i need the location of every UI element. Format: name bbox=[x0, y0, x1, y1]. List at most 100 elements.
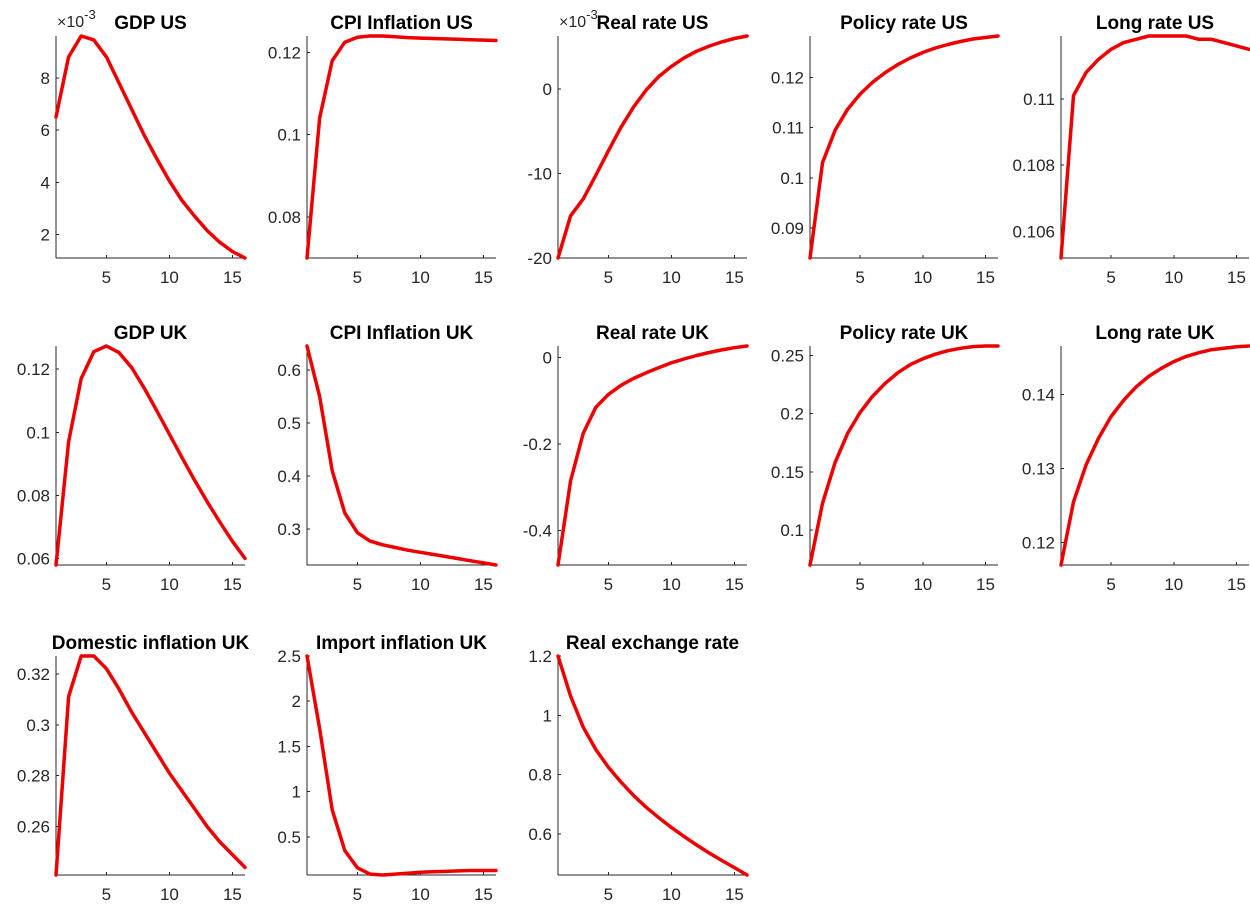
y-tick-label: 1.2 bbox=[528, 647, 552, 666]
y-tick-label: 0.08 bbox=[17, 486, 50, 505]
y-tick-label: 1 bbox=[292, 783, 301, 802]
y-tick-label: 0.8 bbox=[528, 766, 552, 785]
subplot-title: Real exchange rate bbox=[566, 633, 739, 654]
y-tick-label: 0.11 bbox=[1023, 90, 1055, 109]
series-line bbox=[556, 34, 749, 260]
x-tick-label: 15 bbox=[223, 268, 242, 287]
x-tick-label: 5 bbox=[102, 575, 111, 594]
x-tick-label: 15 bbox=[474, 885, 493, 904]
subplot-title: Long rate UK bbox=[1095, 323, 1215, 344]
y-tick-label: 0.108 bbox=[1012, 156, 1055, 175]
subplot-title: Real rate UK bbox=[596, 323, 709, 344]
x-tick-label: 5 bbox=[604, 268, 613, 287]
x-tick-label: 5 bbox=[604, 885, 613, 904]
y-tick-label: 0.5 bbox=[277, 828, 301, 847]
series-line bbox=[305, 344, 498, 567]
y-tick-label: 0 bbox=[543, 80, 552, 99]
y-tick-label: 0.09 bbox=[771, 219, 804, 238]
x-tick-label: 10 bbox=[160, 575, 179, 594]
subplot-6: CPI Inflation UK 0.3 0.4 0.5 0.6 5 10 15 bbox=[277, 323, 498, 594]
x-tick-label: 5 bbox=[855, 575, 864, 594]
subplot-title: Real rate US bbox=[597, 13, 709, 34]
x-tick-label: 15 bbox=[725, 268, 744, 287]
y-tick-label: 1 bbox=[543, 706, 552, 725]
y-tick-label: 0.06 bbox=[17, 550, 50, 569]
y-tick-label: 0.6 bbox=[528, 825, 552, 844]
y-tick-label: 2 bbox=[292, 692, 301, 711]
y-tick-label: 0.1 bbox=[277, 126, 301, 145]
subplot-5: GDP UK 0.06 0.08 0.1 0.12 5 10 15 bbox=[17, 323, 247, 594]
x-tick-label: 5 bbox=[855, 268, 864, 287]
x-tick-label: 10 bbox=[913, 268, 932, 287]
x-tick-label: 10 bbox=[662, 575, 681, 594]
series-line bbox=[305, 654, 498, 877]
y-tick-label: 0.14 bbox=[1022, 385, 1055, 404]
x-tick-label: 5 bbox=[1106, 268, 1115, 287]
subplot-title: Policy rate UK bbox=[840, 323, 969, 344]
y-tick-label: 0.26 bbox=[17, 818, 50, 837]
x-tick-label: 10 bbox=[1164, 575, 1183, 594]
subplot-2: Real rate US -20 -10 0 5 10 15 ×10-3 bbox=[527, 7, 749, 287]
x-tick-label: 5 bbox=[102, 268, 111, 287]
y-tick-label: -0.2 bbox=[523, 435, 552, 454]
x-tick-label: 10 bbox=[662, 268, 681, 287]
y-tick-label: 0.12 bbox=[1022, 534, 1055, 553]
x-tick-label: 15 bbox=[1227, 268, 1246, 287]
y-tick-label: 2.5 bbox=[277, 647, 301, 666]
x-tick-label: 5 bbox=[353, 268, 362, 287]
y-tick-label: 0.1 bbox=[780, 169, 804, 188]
subplot-title: Import inflation UK bbox=[316, 633, 487, 654]
x-tick-label: 10 bbox=[662, 885, 681, 904]
subplot-12: Real exchange rate 0.6 0.8 1 1.2 5 10 15 bbox=[528, 633, 749, 904]
y-tick-label: 0.25 bbox=[771, 346, 804, 365]
y-tick-label: 0.4 bbox=[277, 467, 301, 486]
y-tick-label: 0.12 bbox=[17, 360, 50, 379]
y-tick-label: 0.1 bbox=[780, 521, 804, 540]
subplot-title: CPI Inflation UK bbox=[330, 323, 474, 344]
subplot-10: Domestic inflation UK 0.26 0.28 0.3 0.32 5 10 1… bbox=[17, 633, 250, 904]
x-tick-label: 10 bbox=[1164, 268, 1183, 287]
subplot-1: CPI Inflation US 0.08 0.1 0.12 5 10 15 bbox=[268, 13, 498, 287]
subplot-title: GDP US bbox=[114, 13, 187, 34]
x-tick-label: 10 bbox=[160, 268, 179, 287]
y-tick-label: -0.4 bbox=[523, 521, 552, 540]
y-tick-label: 1.5 bbox=[277, 737, 301, 756]
x-tick-label: 15 bbox=[223, 575, 242, 594]
y-tick-label: 8 bbox=[41, 69, 50, 88]
subplot-3: Policy rate US 0.09 0.1 0.11 0.12 5 10 15 bbox=[771, 13, 1000, 287]
x-tick-label: 5 bbox=[102, 885, 111, 904]
subplot-title: GDP UK bbox=[114, 323, 188, 344]
x-tick-label: 10 bbox=[411, 268, 430, 287]
y-tick-label: 0.11 bbox=[772, 119, 804, 138]
x-tick-label: 15 bbox=[1227, 575, 1246, 594]
x-tick-label: 10 bbox=[411, 885, 430, 904]
series-line bbox=[54, 34, 247, 260]
y-tick-label: 0.106 bbox=[1012, 222, 1055, 241]
subplot-title: Long rate US bbox=[1096, 13, 1214, 34]
axis-exponent: ×10-3 bbox=[559, 7, 598, 31]
x-tick-label: 15 bbox=[976, 268, 995, 287]
y-tick-label: 0.32 bbox=[17, 665, 50, 684]
y-tick-label: 0.2 bbox=[780, 405, 804, 424]
subplot-4: Long rate US 0.106 0.108 0.11 5 10 15 bbox=[1012, 13, 1250, 287]
y-tick-label: 0.13 bbox=[1022, 459, 1055, 478]
y-tick-label: 0.5 bbox=[277, 414, 301, 433]
series-line bbox=[54, 654, 247, 877]
subplot-11: Import inflation UK 0.5 1 1.5 2 2.5 5 10 15 bbox=[277, 633, 498, 904]
y-tick-label: 0.12 bbox=[771, 69, 804, 88]
x-tick-label: 10 bbox=[411, 575, 430, 594]
axis-exponent: ×10-3 bbox=[57, 7, 96, 31]
y-tick-label: 0.28 bbox=[17, 767, 50, 786]
subplot-title: CPI Inflation US bbox=[330, 13, 473, 34]
x-tick-label: 5 bbox=[604, 575, 613, 594]
y-tick-label: 0.12 bbox=[268, 43, 301, 62]
x-tick-label: 15 bbox=[474, 268, 493, 287]
series-line bbox=[54, 344, 247, 567]
x-tick-label: 5 bbox=[1106, 575, 1115, 594]
y-tick-label: 2 bbox=[41, 225, 50, 244]
series-line bbox=[1059, 34, 1250, 260]
series-line bbox=[556, 654, 749, 877]
x-tick-label: 15 bbox=[725, 575, 744, 594]
y-tick-label: 0.3 bbox=[26, 716, 50, 735]
